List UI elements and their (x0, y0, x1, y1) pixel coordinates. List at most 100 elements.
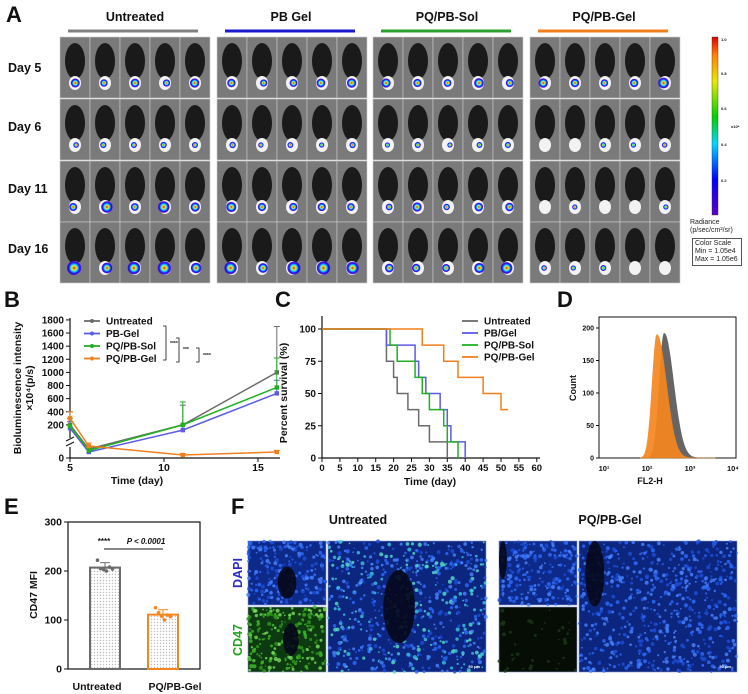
mouse-body (468, 228, 488, 264)
cell-nucleus (359, 623, 362, 626)
microscopy-image (246, 605, 327, 673)
cell-nucleus (596, 631, 599, 635)
cell-nucleus (450, 649, 455, 654)
cell-nucleus (683, 658, 686, 660)
cell-nucleus (301, 574, 305, 579)
d-xlabel: FL2-H (637, 476, 663, 486)
cell-nucleus (277, 617, 280, 619)
cell-nucleus (643, 624, 646, 627)
e-data-point (104, 569, 109, 573)
cell-nucleus (672, 554, 676, 558)
b-legend-label: PQ/PB-Sol (106, 342, 156, 353)
cell-nucleus (484, 566, 487, 569)
mouse-body (95, 167, 115, 203)
cell-nucleus (328, 558, 332, 563)
cell-nucleus (327, 597, 332, 601)
c-legend-label: PQ/PB-Gel (484, 353, 535, 364)
cell-nucleus (508, 630, 512, 634)
cell-nucleus (262, 615, 265, 618)
cell-nucleus (629, 629, 634, 634)
cell-nucleus (415, 560, 419, 563)
cell-nucleus (688, 615, 691, 618)
cell-nucleus (423, 542, 428, 546)
cell-nucleus (473, 608, 477, 612)
cell-nucleus (680, 557, 684, 561)
cell-nucleus (715, 605, 719, 609)
cell-nucleus (674, 629, 677, 633)
cell-nucleus (684, 586, 688, 590)
cell-nucleus (271, 650, 276, 655)
cell-nucleus (628, 623, 631, 626)
cell-nucleus (363, 594, 366, 597)
cell-nucleus (558, 554, 562, 558)
cell-nucleus (368, 624, 372, 628)
cell-nucleus (650, 588, 655, 592)
cell-nucleus (455, 559, 460, 564)
luminescence-spot (474, 202, 484, 212)
cell-nucleus (364, 546, 369, 550)
cell-nucleus (353, 565, 356, 569)
cell-nucleus (359, 628, 363, 631)
cell-nucleus (514, 576, 519, 581)
cell-nucleus (609, 603, 613, 607)
cell-nucleus (335, 666, 339, 669)
cell-nucleus (728, 649, 732, 653)
cell-nucleus (520, 602, 524, 606)
cell-nucleus (469, 567, 473, 570)
mouse-body (185, 167, 205, 203)
cell-nucleus (691, 554, 696, 558)
cell-nucleus (676, 594, 679, 597)
cell-nucleus (590, 623, 595, 628)
mouse-image (589, 160, 621, 223)
cell-nucleus (735, 599, 738, 602)
cell-nucleus (588, 652, 592, 656)
cell-nucleus (288, 545, 292, 550)
cell-nucleus (650, 560, 654, 565)
cell-nucleus (662, 660, 665, 664)
cell-nucleus (432, 642, 435, 646)
cell-nucleus (689, 598, 692, 601)
cell-nucleus (457, 581, 461, 584)
mouse-image (59, 160, 91, 223)
luminescence-spot (73, 142, 79, 148)
cell-nucleus (684, 564, 688, 568)
cell-nucleus (380, 606, 383, 609)
cell-nucleus (729, 564, 734, 569)
cell-nucleus (274, 641, 278, 646)
cell-nucleus (426, 635, 430, 639)
mouse-body (595, 105, 615, 141)
cell-nucleus (404, 568, 409, 572)
cell-nucleus (688, 559, 691, 561)
cell-nucleus (414, 601, 419, 606)
cell-nucleus (332, 555, 337, 560)
cell-nucleus (616, 584, 620, 588)
e-data-point (153, 605, 158, 610)
cell-nucleus (272, 546, 275, 549)
cell-nucleus (374, 616, 377, 619)
cell-nucleus (302, 556, 307, 561)
b-data-point (180, 427, 185, 433)
cell-nucleus (473, 564, 478, 569)
cell-nucleus (444, 566, 448, 570)
mouse-body (155, 167, 175, 203)
cell-nucleus (710, 670, 713, 673)
cell-nucleus (377, 633, 379, 635)
cell-nucleus (665, 623, 670, 628)
cell-nucleus (551, 565, 554, 569)
cell-nucleus (300, 670, 303, 673)
mouse-image (559, 160, 591, 223)
cell-nucleus (294, 662, 297, 666)
cell-nucleus (472, 568, 476, 572)
cell-nucleus (382, 652, 385, 655)
cell-nucleus (454, 649, 458, 653)
cell-nucleus (574, 581, 578, 586)
mouse-image (649, 36, 681, 99)
cell-nucleus (681, 586, 684, 589)
cell-nucleus (471, 651, 474, 655)
mouse-body (155, 105, 175, 141)
cell-nucleus (278, 613, 282, 617)
cell-nucleus (360, 561, 365, 566)
cell-nucleus (451, 644, 456, 648)
mouse-body (408, 105, 428, 141)
cell-nucleus (425, 564, 429, 569)
